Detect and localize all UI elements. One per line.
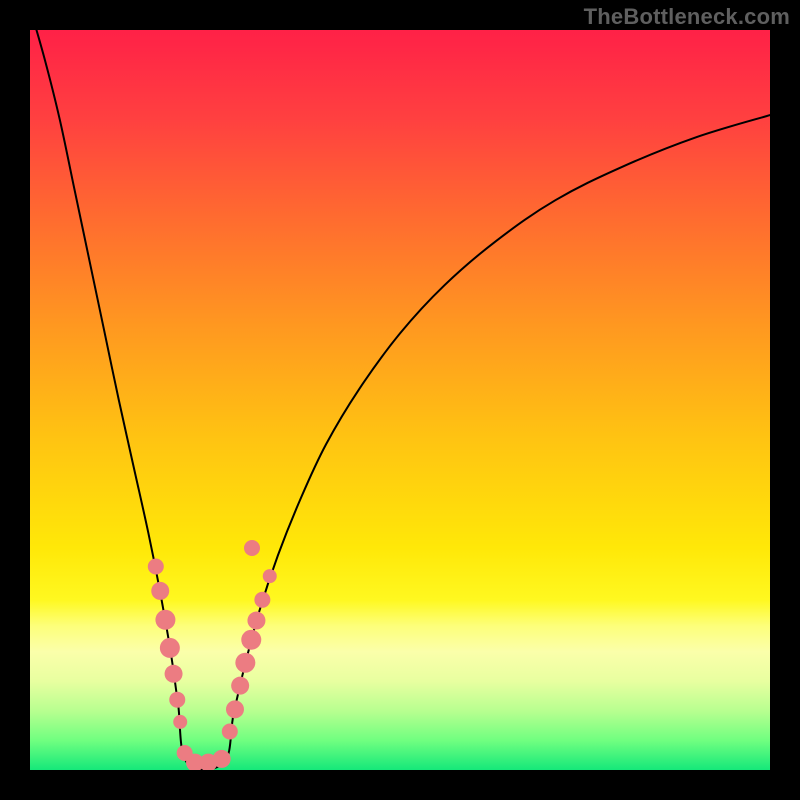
data-marker: [173, 715, 187, 729]
data-marker: [241, 630, 261, 650]
bottleneck-curve-layer: [30, 30, 770, 770]
data-marker: [231, 677, 249, 695]
data-marker: [254, 592, 270, 608]
data-marker: [213, 750, 231, 768]
data-marker: [165, 665, 183, 683]
bottleneck-curve: [30, 30, 770, 770]
data-marker: [263, 569, 277, 583]
data-marker: [222, 724, 238, 740]
data-marker: [247, 612, 265, 630]
data-marker: [244, 540, 260, 556]
data-marker: [148, 559, 164, 575]
plot-area: [30, 30, 770, 770]
data-marker: [155, 610, 175, 630]
watermark-text: TheBottleneck.com: [584, 4, 790, 30]
data-marker: [235, 653, 255, 673]
data-marker: [151, 582, 169, 600]
data-marker: [226, 700, 244, 718]
data-markers: [148, 540, 277, 770]
chart-frame: TheBottleneck.com: [0, 0, 800, 800]
data-marker: [169, 692, 185, 708]
data-marker: [160, 638, 180, 658]
